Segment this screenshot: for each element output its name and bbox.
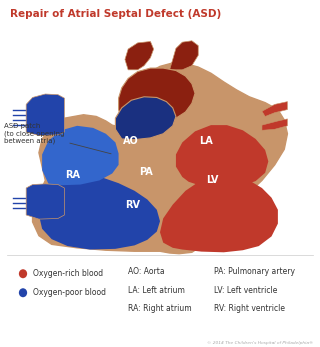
Text: PA: PA bbox=[139, 167, 153, 177]
Polygon shape bbox=[170, 41, 198, 70]
Text: LA: Left atrium: LA: Left atrium bbox=[128, 286, 185, 295]
Text: ASD patch
(to close opening
between atria): ASD patch (to close opening between atri… bbox=[4, 124, 111, 154]
Text: RV: RV bbox=[125, 200, 140, 210]
Text: AO: AO bbox=[124, 136, 139, 146]
Text: LA: LA bbox=[199, 136, 213, 146]
Text: AO: Aorta: AO: Aorta bbox=[128, 268, 165, 277]
Text: LV: Left ventricle: LV: Left ventricle bbox=[214, 286, 277, 295]
Polygon shape bbox=[125, 42, 154, 70]
Text: © 2014 The Children's Hospital of Philadelphia®: © 2014 The Children's Hospital of Philad… bbox=[206, 340, 313, 345]
Text: Oxygen-rich blood: Oxygen-rich blood bbox=[33, 269, 103, 278]
Polygon shape bbox=[160, 175, 278, 252]
Polygon shape bbox=[42, 126, 119, 185]
Text: RV: Right ventricle: RV: Right ventricle bbox=[214, 304, 285, 313]
Polygon shape bbox=[39, 175, 160, 249]
Text: LV: LV bbox=[206, 176, 219, 185]
Polygon shape bbox=[176, 125, 268, 188]
Circle shape bbox=[19, 288, 27, 297]
Text: RA: RA bbox=[65, 170, 80, 180]
Text: RA: Right atrium: RA: Right atrium bbox=[128, 304, 192, 313]
Polygon shape bbox=[26, 184, 64, 219]
Text: Oxygen-poor blood: Oxygen-poor blood bbox=[33, 288, 106, 297]
Polygon shape bbox=[116, 97, 176, 139]
Circle shape bbox=[19, 269, 27, 278]
Polygon shape bbox=[33, 63, 287, 254]
Polygon shape bbox=[262, 102, 287, 117]
Polygon shape bbox=[119, 68, 195, 123]
Text: PA: Pulmonary artery: PA: Pulmonary artery bbox=[214, 268, 295, 277]
Polygon shape bbox=[262, 119, 287, 130]
Polygon shape bbox=[26, 94, 64, 135]
Text: Repair of Atrial Septal Defect (ASD): Repair of Atrial Septal Defect (ASD) bbox=[10, 9, 221, 19]
